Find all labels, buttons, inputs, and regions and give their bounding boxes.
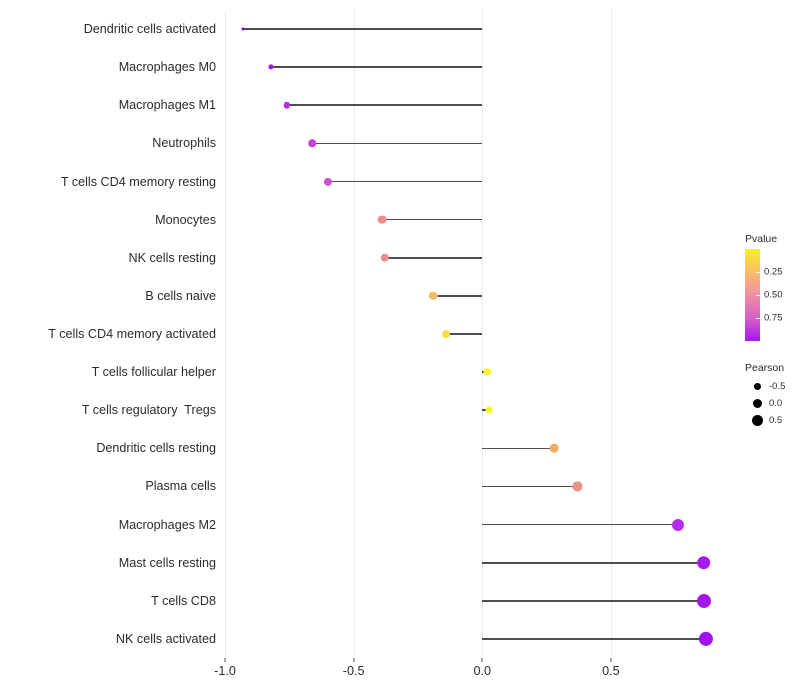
lollipop-stem [482,485,578,488]
lollipop-stem [482,447,555,450]
lollipop-point[interactable] [699,631,714,647]
colorbar-tick [756,272,760,273]
pearson-legend-label: 0.5 [769,415,783,426]
pvalue-legend: Pvalue 0.75 0.50 0.25 [745,233,800,341]
pearson-legend-title: Pearson [745,362,785,374]
y-axis-tick-label: Dendritic cells activated [83,22,216,37]
gridline-x-0 [225,10,226,658]
lollipop-stem [271,66,483,68]
y-axis-tick-label: Dendritic cells resting [96,441,216,456]
lollipop-point[interactable] [696,555,711,570]
pearson-legend-dot-cell [745,399,769,408]
lollipop-stem [482,561,704,564]
plot-panel [225,10,714,658]
gridline-x-1 [353,10,355,658]
pearson-legend-dot [753,383,761,390]
lollipop-point[interactable] [283,102,290,109]
lollipop-point[interactable] [572,481,583,492]
y-axis-tick-label: Macrophages M1 [118,98,216,113]
y-axis-tick-label: Mast cells resting [118,555,216,570]
pearson-legend-entries: -0.5 0.0 0.5 [745,378,800,429]
lollipop-stem [286,104,483,107]
lollipop-stem [433,295,483,297]
lollipop-stem [327,180,483,183]
y-axis-tick-label: T cells CD4 memory activated [48,327,216,341]
x-axis: -1.0 -0.5 0.0 0.5 [214,658,710,688]
y-axis-tick-label: Macrophages M0 [118,60,216,75]
gridline-x-3 [610,10,612,658]
x-axis-tick [610,658,612,662]
pearson-legend-entry: 0.0 [745,395,800,412]
pearson-legend-entry: 0.5 [745,412,800,429]
colorbar-tick [756,318,760,319]
y-axis-tick-label: T cells CD4 memory resting [60,174,216,189]
y-axis-tick-label: Monocytes [155,212,216,227]
lollipop-stem [482,600,704,602]
lollipop-point[interactable] [241,27,245,31]
x-axis-tick-label: 0.5 [602,664,620,678]
x-axis-tick-label: -0.5 [342,664,365,678]
x-axis-tick-label: 0.0 [473,664,492,678]
y-axis-tick-label: NK cells activated [115,631,216,646]
x-axis-tick [224,658,226,662]
lollipop-point[interactable] [429,291,438,301]
lollipop-point[interactable] [380,253,389,263]
y-axis-tick-label: NK cells resting [128,250,217,265]
pearson-legend-label: -0.5 [769,381,786,392]
lollipop-stem [384,256,483,259]
lollipop-point[interactable] [549,443,559,453]
gridline-x-2 [482,10,484,658]
lollipop-point[interactable] [485,406,493,414]
lollipop-stem [243,28,483,30]
lollipop-stem [381,218,483,221]
pearson-legend-dot-cell [745,383,769,390]
pvalue-colorbar-wrap: 0.75 0.50 0.25 [745,249,799,341]
y-axis-tick-label: B cells naive [145,288,216,303]
colorbar-tick-label: 0.25 [764,266,783,278]
lollipop-point[interactable] [483,368,492,376]
colorbar-tick [756,295,760,296]
y-axis-tick-label: Macrophages M2 [118,517,216,532]
y-axis-tick-label: T cells regulatory Tregs [81,403,216,418]
pearson-legend-label: 0.0 [769,398,783,409]
lollipop-point[interactable] [442,330,451,338]
pearson-legend-dot [752,399,762,408]
x-axis-tick [481,658,483,662]
lollipop-stem [312,142,483,145]
y-axis-tick-label: T cells follicular helper [91,365,216,380]
lollipop-point[interactable] [671,518,684,531]
lollipop-stem [482,523,678,526]
lollipop-point[interactable] [308,139,317,148]
x-axis-tick [353,658,355,662]
lollipop-point[interactable] [696,593,711,608]
colorbar-tick-label: 0.50 [764,289,783,301]
pearson-legend-dot-cell [745,415,769,426]
y-axis-tick-label: T cells CD8 [151,593,216,608]
colorbar-tick-label: 0.75 [764,312,783,324]
pearson-legend-dot [751,415,763,426]
pearson-legend-entry: -0.5 [745,378,800,395]
lollipop-stem [446,333,483,335]
lollipop-point[interactable] [323,177,332,186]
lollipop-point[interactable] [377,215,387,225]
y-axis-labels: Dendritic cells activated Macrophages M0 M… [0,10,216,658]
y-axis-tick-label: Neutrophils [152,136,216,151]
lollipop-point[interactable] [268,64,274,70]
lollipop-stem [482,638,707,640]
x-axis-tick-label: -1.0 [214,664,236,678]
pvalue-legend-title: Pvalue [745,233,778,245]
pearson-size-legend: Pearson -0.5 0.0 0.5 [745,362,800,429]
y-axis-tick-label: Plasma cells [145,479,216,494]
